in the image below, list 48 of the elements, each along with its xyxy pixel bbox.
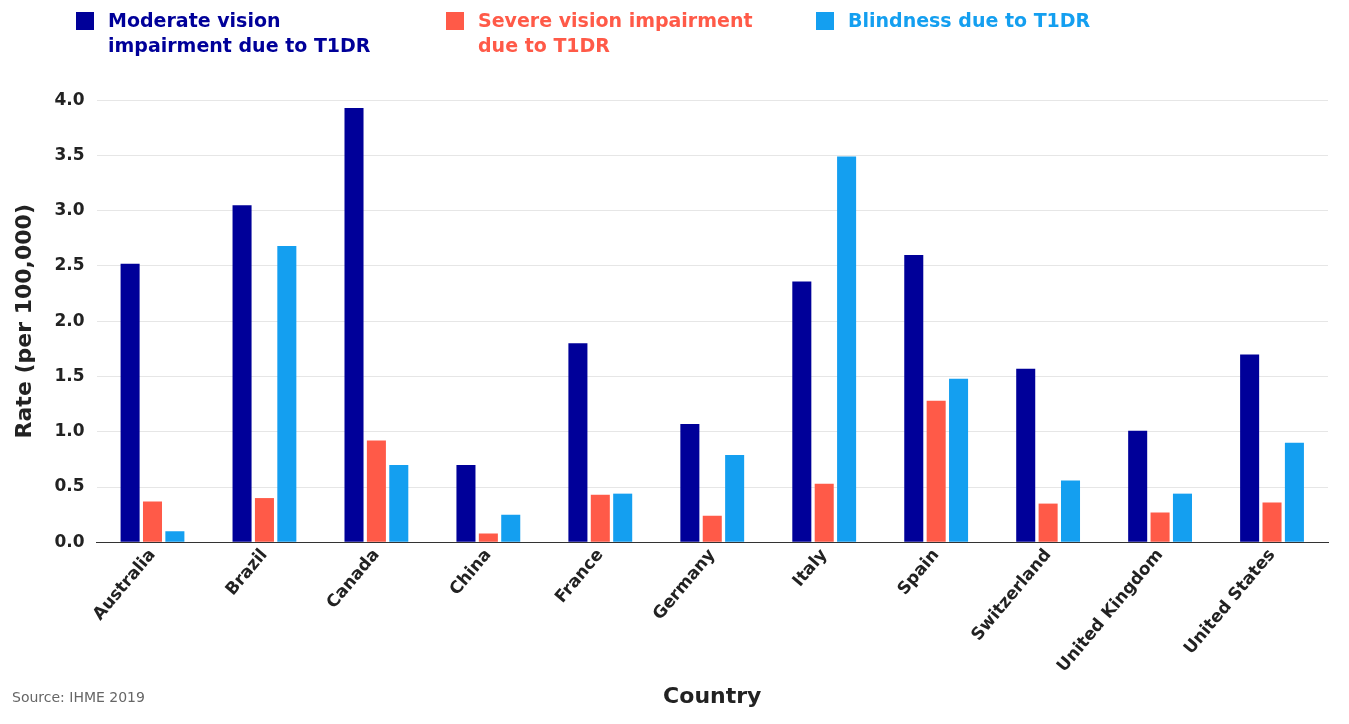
- bar: [680, 424, 700, 542]
- bar: [1038, 503, 1058, 542]
- bar: [1128, 430, 1148, 542]
- bar: [501, 514, 521, 542]
- bar: [725, 454, 745, 542]
- bar: [277, 246, 297, 542]
- y-tick-label: 1.0: [54, 420, 85, 441]
- bar: [1060, 480, 1081, 542]
- bar: [1016, 368, 1036, 542]
- bar: [1172, 493, 1192, 542]
- y-tick-label: 2.5: [54, 254, 85, 275]
- bar: [120, 263, 140, 542]
- bar: [814, 483, 834, 542]
- y-tick-label: 4.0: [54, 88, 85, 109]
- legend-label: Severe vision impairment due to T1DR: [478, 8, 754, 58]
- source-note: Source: IHME 2019: [12, 689, 145, 705]
- y-axis-title: Rate (per 100,000): [10, 204, 36, 439]
- bar: [837, 156, 857, 542]
- bar: [1284, 442, 1304, 542]
- bar: [949, 378, 969, 542]
- y-tick-label: 0.0: [54, 530, 85, 551]
- bar: [792, 281, 812, 542]
- bar: [142, 501, 163, 542]
- bar: [1240, 354, 1260, 542]
- legend-label: Blindness due to T1DR: [848, 8, 1092, 33]
- bar: [344, 107, 364, 542]
- bar: [254, 498, 274, 542]
- bar: [568, 343, 588, 542]
- bar: [456, 464, 476, 542]
- bar: [389, 464, 409, 542]
- bar: [1150, 512, 1170, 542]
- bar: [1262, 502, 1282, 542]
- bar: [613, 493, 633, 542]
- bar: [165, 531, 185, 542]
- y-tick-label: 1.5: [54, 364, 85, 385]
- bar: [904, 254, 924, 542]
- bar: [366, 440, 386, 542]
- bar: [478, 533, 498, 542]
- y-tick-label: 0.5: [54, 475, 85, 496]
- y-tick-label: 3.0: [54, 199, 85, 220]
- bar: [702, 515, 722, 542]
- x-axis-title: Country: [663, 682, 762, 708]
- bar: [232, 205, 252, 542]
- bar: [926, 400, 946, 542]
- y-tick-label: 2.0: [54, 309, 85, 330]
- y-tick-label: 3.5: [54, 143, 85, 164]
- bar: [590, 494, 610, 542]
- legend-label: Moderate vision impairment due to T1DR: [108, 8, 372, 58]
